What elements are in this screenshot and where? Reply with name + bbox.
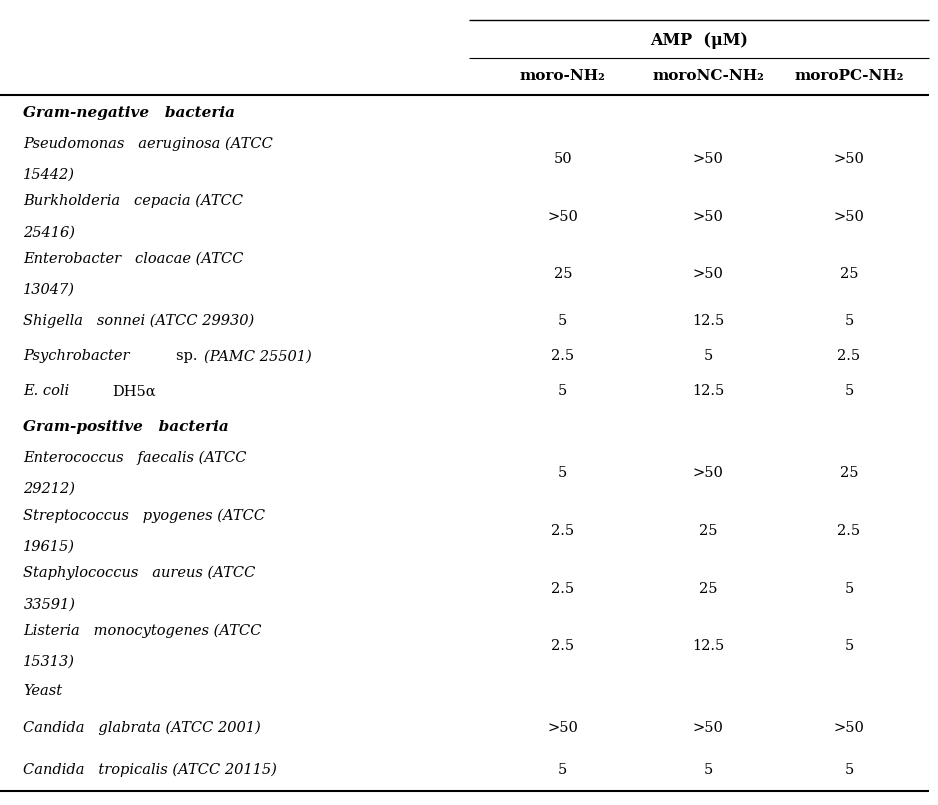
Text: 2.5: 2.5 [838,349,860,363]
Text: Candida   tropicalis (ATCC 20115): Candida tropicalis (ATCC 20115) [23,762,278,777]
Text: 2.5: 2.5 [552,639,574,654]
Text: (PAMC 25501): (PAMC 25501) [204,349,312,363]
Text: moro-NH₂: moro-NH₂ [520,69,606,84]
Text: >50: >50 [834,152,864,166]
Text: 25: 25 [553,267,572,282]
Text: 25416): 25416) [23,225,75,239]
Text: 15313): 15313) [23,654,75,669]
Text: 12.5: 12.5 [692,385,724,398]
Text: >50: >50 [548,721,578,735]
Text: >50: >50 [834,210,864,224]
Text: 5: 5 [844,314,854,328]
Text: Gram-positive   bacteria: Gram-positive bacteria [23,419,229,434]
Text: 50: 50 [553,152,572,166]
Text: 25: 25 [699,524,718,538]
Text: Streptococcus   pyogenes (ATCC: Streptococcus pyogenes (ATCC [23,508,265,522]
Text: 5: 5 [844,762,854,777]
Text: 13047): 13047) [23,283,75,297]
Text: moroPC-NH₂: moroPC-NH₂ [794,69,903,84]
Text: Pseudomonas   aeruginosa (ATCC: Pseudomonas aeruginosa (ATCC [23,136,273,151]
Text: Psychrobacter: Psychrobacter [23,349,130,363]
Text: Shigella   sonnei (ATCC 29930): Shigella sonnei (ATCC 29930) [23,314,255,328]
Text: Gram-negative   bacteria: Gram-negative bacteria [23,105,235,120]
Text: DH5α: DH5α [113,385,157,398]
Text: E. coli: E. coli [23,385,74,398]
Text: 25: 25 [699,581,718,596]
Text: 2.5: 2.5 [552,349,574,363]
Text: 15442): 15442) [23,167,75,182]
Text: >50: >50 [693,466,723,481]
Text: >50: >50 [548,210,578,224]
Text: 5: 5 [704,762,713,777]
Text: 5: 5 [844,639,854,654]
Text: 25: 25 [840,267,858,282]
Text: 12.5: 12.5 [692,314,724,328]
Text: 5: 5 [844,581,854,596]
Text: Staphylococcus   aureus (ATCC: Staphylococcus aureus (ATCC [23,566,256,580]
Text: 5: 5 [558,314,567,328]
Text: moroNC-NH₂: moroNC-NH₂ [652,69,764,84]
Text: 5: 5 [704,349,713,363]
Text: >50: >50 [693,152,723,166]
Text: AMP  (μM): AMP (μM) [650,31,748,49]
Text: Candida   glabrata (ATCC 2001): Candida glabrata (ATCC 2001) [23,720,261,735]
Text: 2.5: 2.5 [838,524,860,538]
Text: 19615): 19615) [23,539,75,554]
Text: 5: 5 [844,385,854,398]
Text: >50: >50 [693,267,723,282]
Text: 5: 5 [558,385,567,398]
Text: 25: 25 [840,466,858,481]
Text: Listeria   monocytogenes (ATCC: Listeria monocytogenes (ATCC [23,624,262,638]
Text: Yeast: Yeast [23,684,63,698]
Text: 5: 5 [558,466,567,481]
Text: 29212): 29212) [23,481,75,496]
Text: 2.5: 2.5 [552,581,574,596]
Text: >50: >50 [693,721,723,735]
Text: Burkholderia   cepacia (ATCC: Burkholderia cepacia (ATCC [23,194,244,208]
Text: Enterobacter   cloacae (ATCC: Enterobacter cloacae (ATCC [23,252,244,266]
Text: 2.5: 2.5 [552,524,574,538]
Text: >50: >50 [834,721,864,735]
Text: sp.: sp. [176,349,203,363]
Text: >50: >50 [693,210,723,224]
Text: 12.5: 12.5 [692,639,724,654]
Text: 33591): 33591) [23,597,75,611]
Text: Enterococcus   faecalis (ATCC: Enterococcus faecalis (ATCC [23,451,247,464]
Text: 5: 5 [558,762,567,777]
